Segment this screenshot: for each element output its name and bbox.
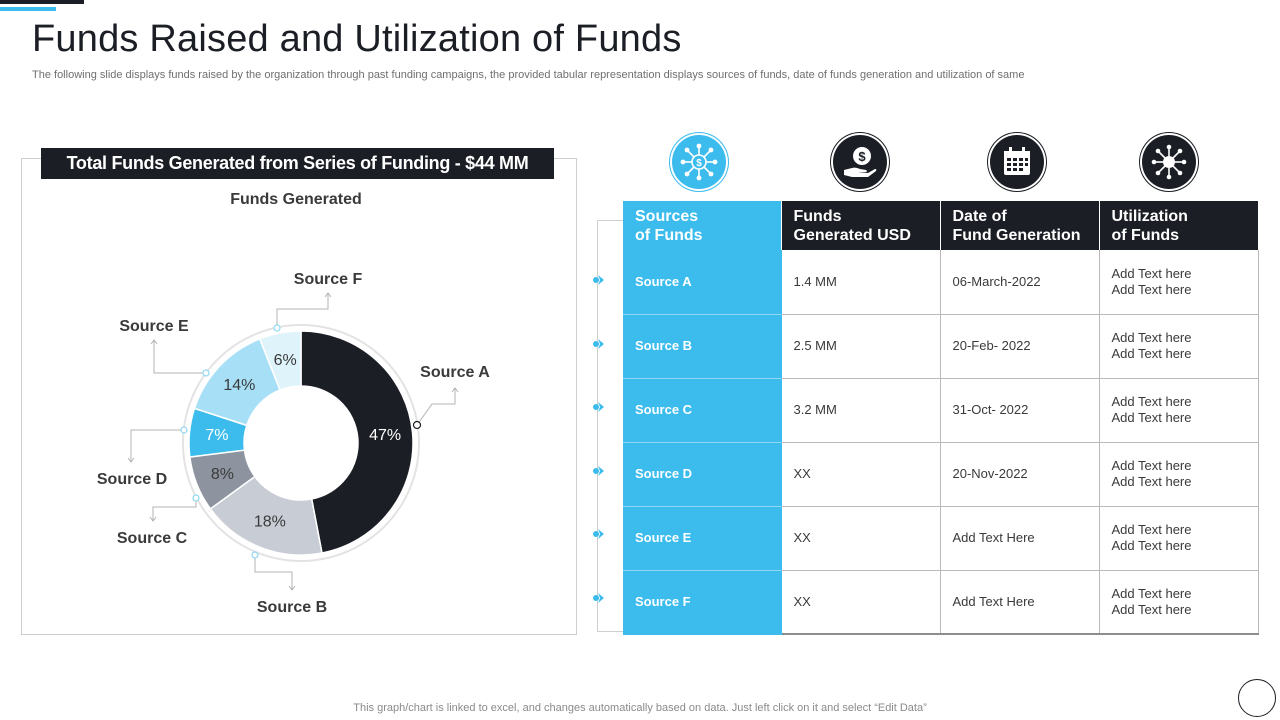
slice-value-label: 8% xyxy=(211,466,234,483)
cell-date: Add Text Here xyxy=(940,570,1100,635)
cell-source: Source E xyxy=(623,506,782,571)
cell-date: Add Text Here xyxy=(940,506,1100,571)
table-bracket xyxy=(597,220,624,632)
chart-banner: Total Funds Generated from Series of Fun… xyxy=(41,148,554,179)
callout-arrowhead xyxy=(324,292,332,298)
cell-utilization: Add Text here Add Text here xyxy=(1099,570,1259,635)
callout-arrowhead xyxy=(150,339,158,345)
cell-source: Source B xyxy=(623,314,782,379)
callout-dot xyxy=(412,420,422,430)
callout-line xyxy=(276,293,329,328)
cell-utilization: Add Text here Add Text here xyxy=(1099,442,1259,507)
cell-date: 20-Nov-2022 xyxy=(940,442,1100,507)
slice-value-label: 14% xyxy=(223,377,255,394)
donut-chart[interactable]: Funds Generated 47% 18% 8% 7% 14% 6% Source A… xyxy=(0,0,600,650)
header-date-of-generation: Date of Fund Generation xyxy=(940,201,1100,250)
row-arrow-icon xyxy=(593,339,604,349)
callout-arrowhead xyxy=(127,457,135,463)
callout-dot xyxy=(180,426,188,434)
slice-value-label: 7% xyxy=(205,427,228,444)
page-title: Funds Raised and Utilization of Funds xyxy=(32,18,682,60)
callout-arrowhead xyxy=(288,585,296,591)
table-row: Source F XX Add Text Here Add Text here A… xyxy=(623,570,1259,635)
source-label-source-b: Source B xyxy=(257,599,327,616)
funds-table: Sources of Funds Funds Generated USD Date … xyxy=(623,201,1259,635)
header-funds-generated: Funds Generated USD xyxy=(781,201,941,250)
row-arrow-icon xyxy=(593,529,604,539)
callout-dot xyxy=(202,369,210,377)
callout-line xyxy=(416,388,456,426)
header-utilization: Utilization of Funds xyxy=(1099,201,1259,250)
table-row: Source D XX 20-Nov-2022 Add Text here Add… xyxy=(623,442,1259,507)
cell-utilization: Add Text here Add Text here xyxy=(1099,506,1259,571)
cell-utilization: Add Text here Add Text here xyxy=(1099,314,1259,379)
page-subtitle: The following slide displays funds raise… xyxy=(32,69,1025,81)
callout-dot xyxy=(192,494,200,502)
network-dollar-icon: $ xyxy=(672,135,726,189)
chart-title: Funds Generated xyxy=(230,191,362,208)
corner-circle xyxy=(1238,679,1276,717)
cell-utilization: Add Text here Add Text here xyxy=(1099,250,1259,315)
callout-line xyxy=(130,429,184,462)
svg-text:$: $ xyxy=(696,158,702,169)
svg-text:$: $ xyxy=(858,149,866,164)
cell-source: Source F xyxy=(623,570,782,635)
cell-funds: 1.4 MM xyxy=(781,250,941,315)
callout-dot xyxy=(273,324,281,332)
row-arrow-icon xyxy=(593,402,604,412)
table-row: Source A 1.4 MM 06-March-2022 Add Text h… xyxy=(623,250,1259,315)
source-label-source-f: Source F xyxy=(294,271,363,288)
donut-outer-ring xyxy=(182,324,420,562)
callout-line xyxy=(254,555,293,590)
callout-line xyxy=(153,340,206,374)
cell-date: 06-March-2022 xyxy=(940,250,1100,315)
table-row: Source E XX Add Text Here Add Text here A… xyxy=(623,506,1259,571)
callout-dot xyxy=(251,551,259,559)
callout-arrowhead xyxy=(451,387,459,393)
table-header-row: Sources of Funds Funds Generated USD Date … xyxy=(623,201,1259,250)
callout-arrowhead xyxy=(149,516,157,522)
cell-funds: 2.5 MM xyxy=(781,314,941,379)
cell-source: Source D xyxy=(623,442,782,507)
cell-funds: XX xyxy=(781,506,941,571)
calendar-icon xyxy=(990,135,1044,189)
corner-accent-dark xyxy=(0,0,84,4)
header-sources-of-funds: Sources of Funds xyxy=(623,201,782,250)
source-label-source-e: Source E xyxy=(119,318,189,335)
cell-funds: 3.2 MM xyxy=(781,378,941,443)
donut-slice-source-a[interactable] xyxy=(300,330,414,554)
source-label-source-a: Source A xyxy=(420,364,490,381)
table-row: Source B 2.5 MM 20-Feb- 2022 Add Text he… xyxy=(623,314,1259,379)
source-label-source-c: Source C xyxy=(117,530,188,547)
cell-date: 31-Oct- 2022 xyxy=(940,378,1100,443)
cell-funds: XX xyxy=(781,570,941,635)
cell-source: Source C xyxy=(623,378,782,443)
footer-note: This graph/chart is linked to excel, and… xyxy=(353,702,927,714)
table-row: Source C 3.2 MM 31-Oct- 2022 Add Text he… xyxy=(623,378,1259,443)
row-arrow-icon xyxy=(593,593,604,603)
cell-funds: XX xyxy=(781,442,941,507)
donut-slice-source-f[interactable] xyxy=(258,330,302,391)
corner-accent-blue xyxy=(0,7,56,11)
slice-value-label: 47% xyxy=(369,427,401,444)
slice-value-label: 6% xyxy=(274,352,297,369)
hand-dollar-icon: $ xyxy=(833,135,887,189)
cell-source: Source A xyxy=(623,250,782,315)
cell-utilization: Add Text here Add Text here xyxy=(1099,378,1259,443)
slice-value-label: 18% xyxy=(254,514,286,531)
cell-date: 20-Feb- 2022 xyxy=(940,314,1100,379)
callout-line xyxy=(152,498,197,521)
row-arrow-icon xyxy=(593,466,604,476)
hub-network-icon xyxy=(1142,135,1196,189)
source-label-source-d: Source D xyxy=(97,471,167,488)
row-arrow-icon xyxy=(593,275,604,285)
